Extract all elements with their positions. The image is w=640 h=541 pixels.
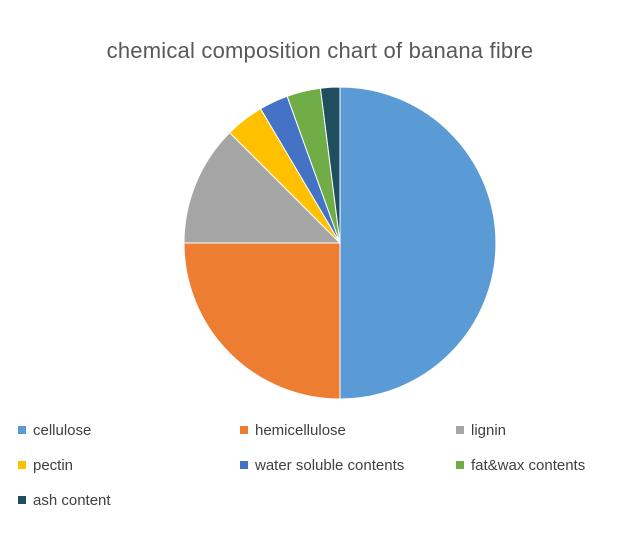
legend-item-lignin: lignin xyxy=(456,420,630,440)
chart-title: chemical composition chart of banana fib… xyxy=(106,38,534,63)
water-soluble-contents-swatch-icon xyxy=(240,461,248,469)
pie-svg xyxy=(183,86,497,400)
legend-label: lignin xyxy=(471,421,507,439)
cellulose-swatch-icon xyxy=(18,426,26,434)
legend-label: hemicellulose xyxy=(255,421,346,439)
pie-slice-ash-content xyxy=(319,86,341,244)
legend-label: ash content xyxy=(33,491,111,509)
lignin-swatch-icon xyxy=(456,426,464,434)
legend-item-ash-content: ash content xyxy=(18,490,236,510)
legend-item-water-soluble-contents: water soluble contents xyxy=(240,455,452,475)
legend-label: water soluble contents xyxy=(255,456,405,474)
legend-label: fat&wax contents xyxy=(471,456,586,474)
pie-slice-hemicellulose xyxy=(183,242,341,400)
pie-chart xyxy=(180,83,500,403)
legend-item-fat-wax-contents: fat&wax contents xyxy=(456,455,630,475)
pie-slice-lignin xyxy=(183,131,342,244)
legend-label: pectin xyxy=(33,456,74,474)
legend-item-hemicellulose: hemicellulose xyxy=(240,420,452,440)
pie-slice-cellulose xyxy=(339,86,497,400)
legend-item-cellulose: cellulose xyxy=(18,420,236,440)
hemicellulose-swatch-icon xyxy=(240,426,248,434)
legend-label: cellulose xyxy=(33,421,92,439)
ash-content-swatch-icon xyxy=(18,496,26,504)
pectin-swatch-icon xyxy=(18,461,26,469)
legend-item-pectin: pectin xyxy=(18,455,236,475)
fat-wax-contents-swatch-icon xyxy=(456,461,464,469)
legend: cellulose hemicellulose lignin pectin water … xyxy=(18,420,630,510)
